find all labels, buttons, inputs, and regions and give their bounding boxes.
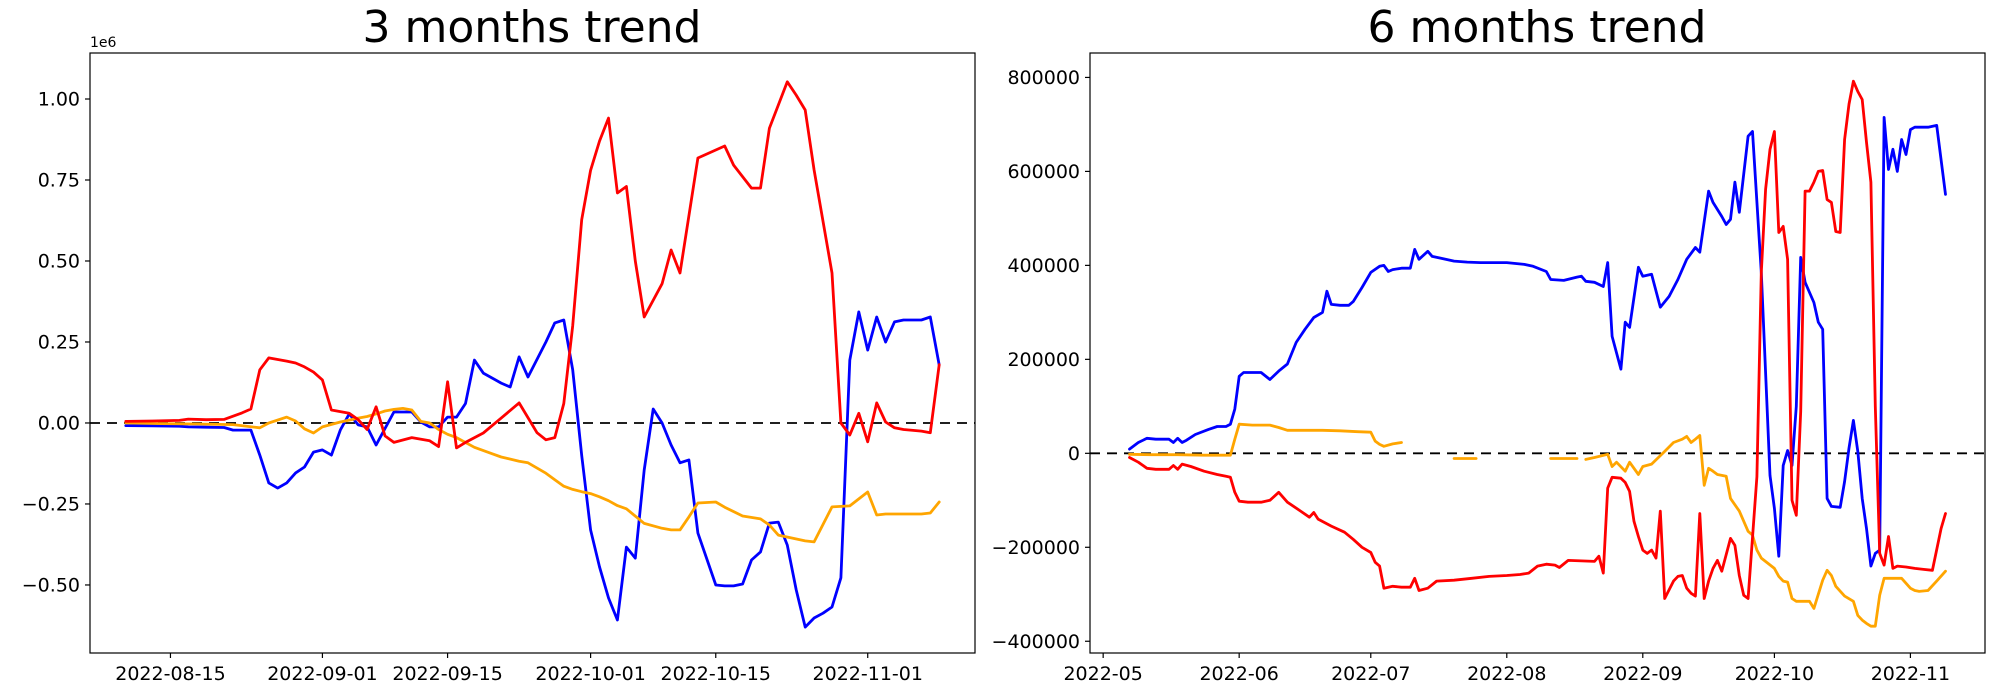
x-tick-label: 2022-05	[1063, 663, 1142, 685]
x-tick-label: 2022-11-01	[813, 663, 923, 685]
y-tick-label: 0.25	[38, 331, 80, 353]
y-tick-label: 0	[1068, 443, 1080, 465]
x-tick-label: 2022-10-15	[661, 663, 771, 685]
x-tick-label: 2022-09-15	[392, 663, 502, 685]
series-line-red	[1128, 79, 1947, 600]
left-chart-title: 3 months trend	[363, 2, 702, 53]
x-tick-label: 2022-07	[1331, 663, 1410, 685]
three-months-trend-plot: 1.00 0.75 0.50 0.25 0.00 −0.25 −0.50 2022-08-15…	[22, 52, 976, 685]
x-tick-label: 2022-06	[1199, 663, 1278, 685]
series-line-blue	[124, 310, 941, 629]
series-group	[1128, 79, 1947, 628]
y-tick-label: −400000	[992, 631, 1080, 653]
y-tick-label: −0.50	[22, 574, 80, 596]
series-line-orange	[1584, 434, 1947, 628]
y-tick-label: 0.00	[38, 412, 80, 434]
six-months-trend-plot: 800000 600000 400000 200000 0 −200000 −400000 2…	[992, 52, 1986, 685]
y-tick-label: 0.50	[38, 250, 80, 272]
x-tick-label: 2022-09-01	[267, 663, 377, 685]
y-axis-offset-label: 1e6	[90, 35, 117, 51]
y-tick-label: 1.00	[38, 89, 80, 111]
right-chart-title: 6 months trend	[1368, 2, 1707, 53]
x-tick-label: 2022-08	[1467, 663, 1546, 685]
x-tick-label: 2022-10	[1735, 663, 1814, 685]
x-tick-label: 2022-09	[1603, 663, 1682, 685]
series-line-red	[124, 80, 941, 450]
series-line-blue	[1128, 116, 1947, 568]
series-line-orange	[124, 406, 941, 544]
plot-border	[89, 52, 976, 654]
x-tick-label: 2022-08-15	[115, 663, 225, 685]
y-tick-label: 800000	[1007, 67, 1080, 89]
y-tick-label: 200000	[1007, 349, 1080, 371]
x-tick-label: 2022-10-01	[535, 663, 645, 685]
y-tick-label: 400000	[1007, 255, 1080, 277]
x-tick-label: 2022-11	[1871, 663, 1950, 685]
plot-border	[1089, 52, 1986, 654]
y-tick-label: −0.25	[22, 493, 80, 515]
series-group	[124, 80, 941, 629]
y-tick-label: 0.75	[38, 169, 80, 191]
y-tick-label: 600000	[1007, 161, 1080, 183]
y-tick-label: −200000	[992, 537, 1080, 559]
series-line-orange	[1128, 422, 1403, 457]
